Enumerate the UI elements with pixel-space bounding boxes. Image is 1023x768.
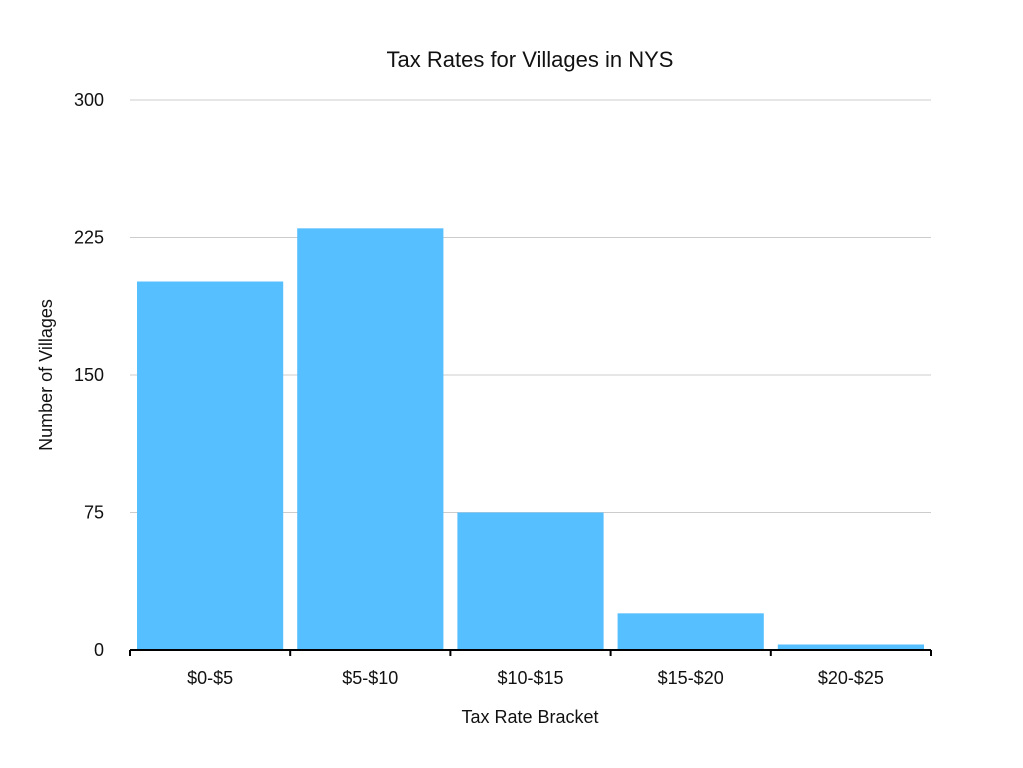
x-axis-title: Tax Rate Bracket xyxy=(461,707,598,727)
x-tick-label: $0-$5 xyxy=(187,668,233,688)
x-tick-labels: $0-$5 $5-$10 $10-$15 $15-$20 $20-$25 xyxy=(187,668,884,688)
bar-3 xyxy=(457,512,604,650)
bar-4 xyxy=(617,613,764,650)
x-tick-label: $20-$25 xyxy=(818,668,884,688)
x-tick-label: $5-$10 xyxy=(342,668,398,688)
x-tick-label: $10-$15 xyxy=(497,668,563,688)
x-axis xyxy=(129,649,932,656)
y-tick-labels: 0 75 150 225 300 xyxy=(74,90,104,660)
x-tick-label: $15-$20 xyxy=(658,668,724,688)
bars xyxy=(137,228,924,651)
y-tick-label: 75 xyxy=(84,503,104,523)
y-tick-label: 150 xyxy=(74,365,104,385)
bar-1 xyxy=(137,281,284,650)
bar-5 xyxy=(777,644,924,650)
y-tick-label: 0 xyxy=(94,640,104,660)
chart-title: Tax Rates for Villages in NYS xyxy=(387,47,674,72)
y-tick-label: 225 xyxy=(74,228,104,248)
y-tick-label: 300 xyxy=(74,90,104,110)
bar-2 xyxy=(297,228,444,651)
y-axis-title: Number of Villages xyxy=(36,299,56,451)
